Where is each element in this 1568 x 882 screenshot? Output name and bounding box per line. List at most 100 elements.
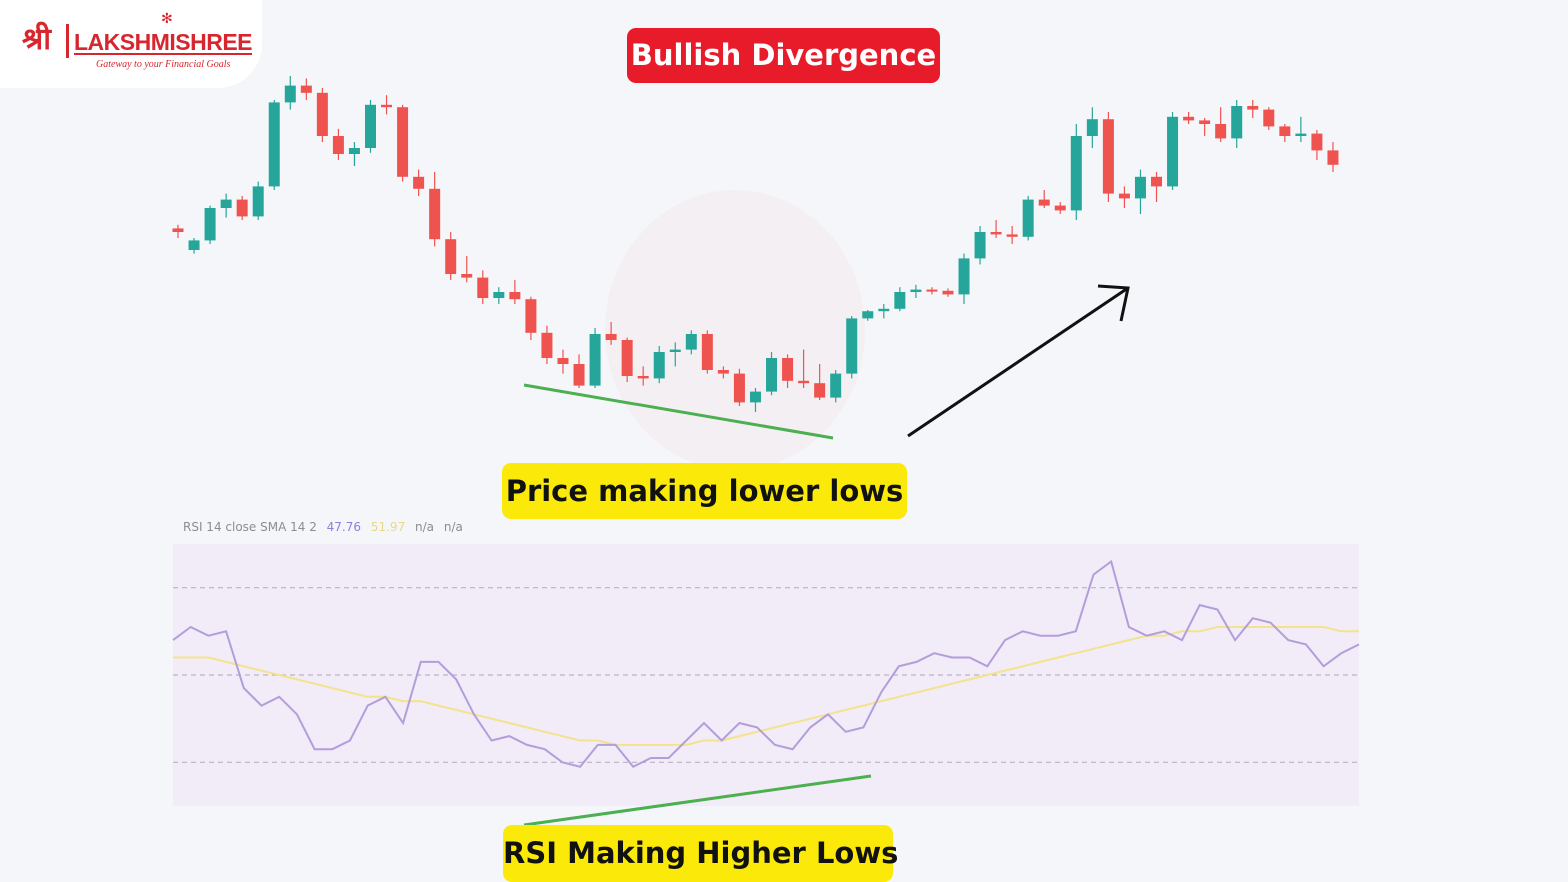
sma-line	[173, 626, 1359, 746]
candle-body	[493, 292, 505, 298]
candle	[942, 288, 954, 297]
candle	[1327, 142, 1339, 172]
rsi-legend-label: RSI 14 close SMA 14 2	[183, 520, 317, 534]
candle-body	[958, 258, 970, 295]
candle	[1151, 172, 1163, 202]
candle	[1199, 118, 1211, 136]
candle-body	[525, 299, 537, 333]
candle	[653, 346, 665, 384]
candle	[252, 181, 264, 220]
brand-logo: श्री ✻ LAKSHMISHREE Gateway to your Fina…	[0, 0, 262, 88]
logo-glyph: श्री	[22, 22, 52, 57]
candle-body	[1086, 119, 1098, 136]
candle-body	[461, 274, 473, 278]
candle	[1183, 112, 1195, 124]
candle	[1102, 112, 1114, 202]
candle-body	[942, 290, 954, 295]
candle-body	[1118, 193, 1130, 199]
candle-body	[220, 199, 232, 208]
candle	[637, 366, 649, 386]
candle	[1231, 100, 1243, 148]
candle	[220, 193, 232, 218]
rsi-legend: RSI 14 close SMA 14 2 47.76 51.97 n/a n/…	[183, 520, 469, 534]
candle	[1247, 100, 1259, 118]
candle-body	[252, 186, 264, 217]
candle-body	[477, 277, 489, 298]
candle-body	[1215, 124, 1227, 139]
candle-body	[509, 292, 521, 300]
candle	[1295, 116, 1307, 142]
candle-body	[1295, 133, 1307, 136]
candle-body	[397, 107, 409, 177]
candle	[1215, 107, 1227, 142]
candle-body	[204, 208, 216, 241]
candle	[1054, 202, 1066, 214]
candle	[974, 226, 986, 265]
candle-body	[749, 391, 761, 403]
candle	[1006, 226, 1018, 244]
candle	[509, 280, 521, 304]
candle-body	[413, 176, 425, 189]
candle-body	[1327, 150, 1339, 165]
candle	[268, 100, 280, 190]
candle-body	[445, 239, 457, 274]
candle	[1022, 196, 1034, 241]
candle	[830, 370, 842, 403]
candle-body	[1102, 119, 1114, 194]
candle	[493, 287, 505, 304]
candle-body	[236, 199, 248, 217]
candle-body	[669, 349, 681, 352]
candle	[397, 104, 409, 182]
candle	[1134, 169, 1146, 214]
candle-body	[798, 380, 810, 384]
candle	[733, 368, 745, 406]
candle-body	[1263, 109, 1275, 127]
candle-body	[862, 311, 874, 319]
candle-body	[172, 228, 184, 232]
candle	[381, 95, 393, 115]
candle	[541, 325, 553, 364]
arrow-head	[1097, 284, 1130, 322]
candles	[172, 76, 1339, 412]
candle	[316, 88, 328, 142]
candle-body	[268, 102, 280, 187]
candle-body	[990, 232, 1002, 235]
candle	[589, 328, 601, 388]
candle	[862, 310, 874, 321]
candle	[1279, 124, 1291, 142]
candle	[894, 287, 906, 312]
candle-body	[316, 92, 328, 136]
candle	[926, 287, 938, 295]
candle-body	[621, 340, 633, 376]
candle	[477, 270, 489, 304]
chart-title: Bullish Divergence	[627, 28, 940, 83]
candle	[172, 224, 184, 238]
rsi-line	[172, 559, 1360, 768]
candle-body	[605, 334, 617, 340]
candle	[1038, 190, 1050, 208]
candle-body	[974, 232, 986, 259]
candle	[188, 238, 200, 254]
candle-body	[1070, 136, 1082, 211]
candle-body	[926, 289, 938, 292]
candle-body	[846, 318, 858, 374]
candle	[1118, 186, 1130, 208]
sma-legend-value: 51.97	[370, 520, 406, 534]
candle	[717, 366, 729, 379]
candle-body	[557, 358, 569, 364]
candle	[557, 349, 569, 374]
candle-body	[1038, 199, 1050, 206]
candle	[332, 128, 344, 160]
candle	[204, 205, 216, 244]
candle	[1070, 124, 1082, 220]
candle	[1167, 112, 1179, 190]
candle-body	[1231, 106, 1243, 139]
brand-tagline: Gateway to your Financial Goals	[96, 59, 231, 70]
candle	[701, 330, 713, 374]
candle-body	[589, 334, 601, 386]
candle	[1263, 107, 1275, 130]
candle	[605, 322, 617, 345]
candle-body	[188, 240, 200, 250]
candle-body	[1022, 199, 1034, 237]
